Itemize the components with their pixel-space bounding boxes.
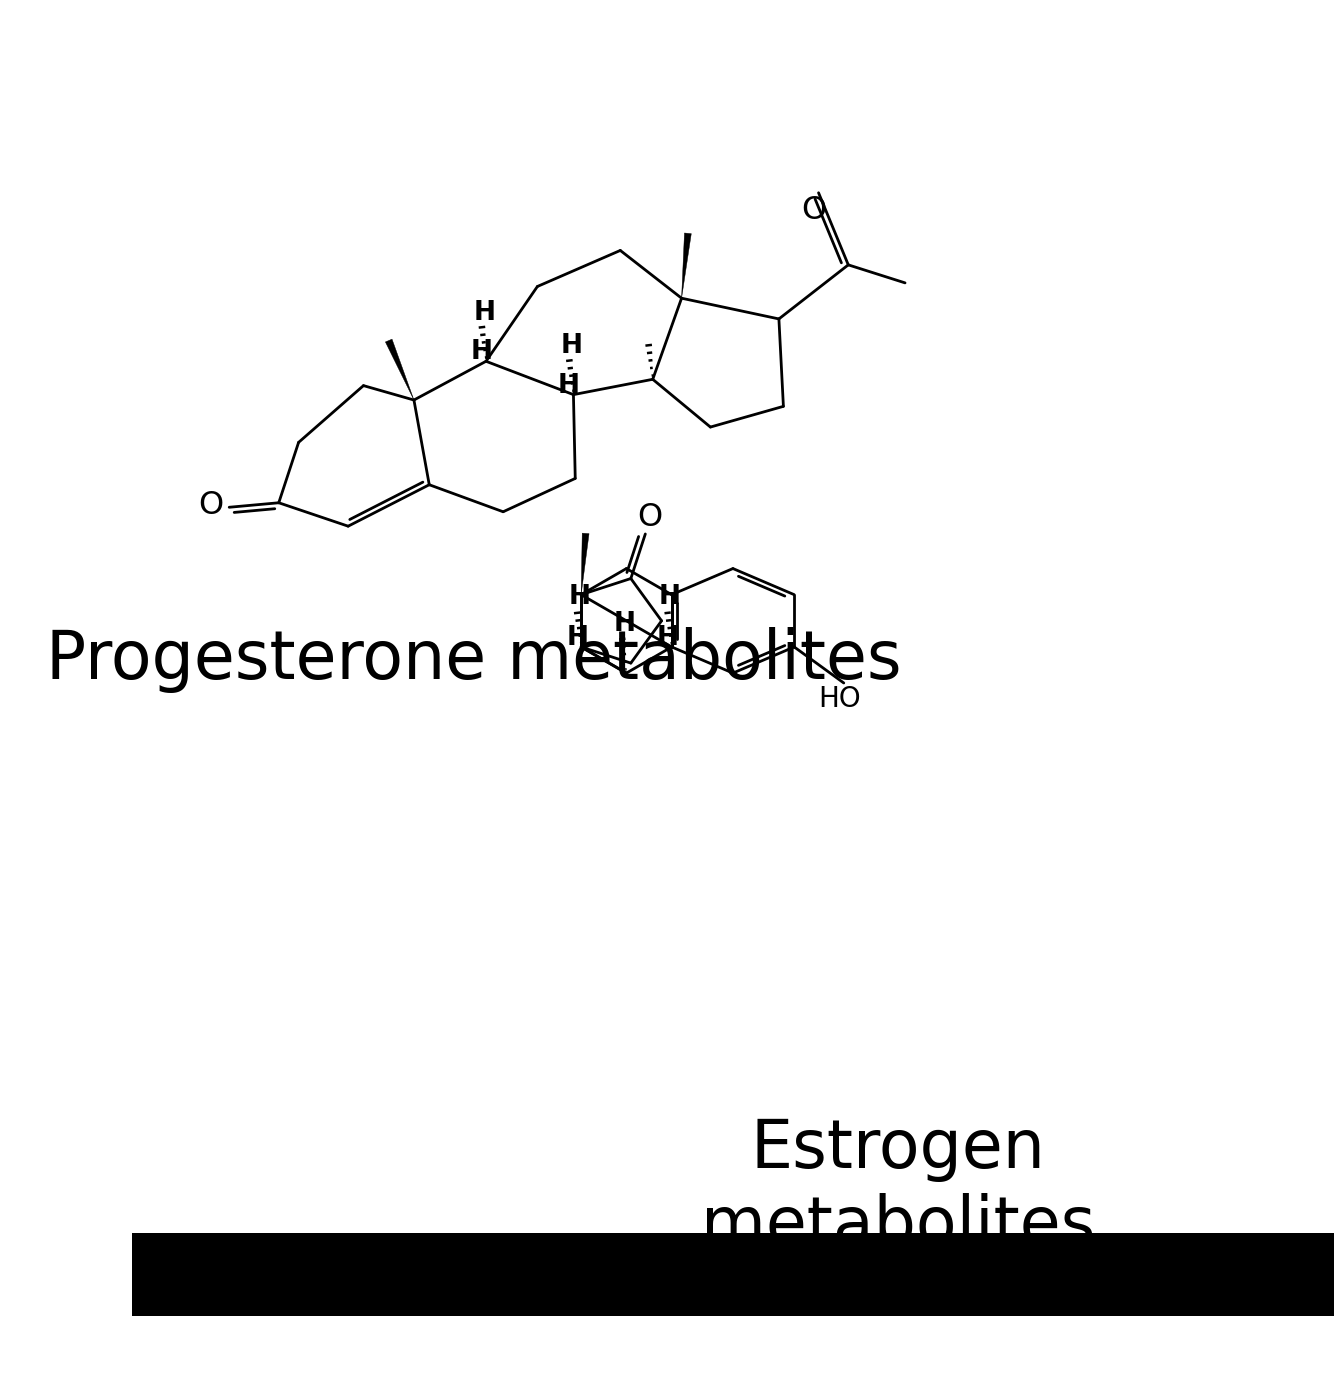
Text: Estrogen
metabolites: Estrogen metabolites bbox=[700, 1117, 1095, 1259]
Text: H: H bbox=[659, 584, 680, 610]
Text: H: H bbox=[474, 299, 495, 325]
Text: H: H bbox=[658, 626, 679, 650]
Text: H: H bbox=[567, 626, 588, 650]
Text: O: O bbox=[638, 502, 663, 533]
Polygon shape bbox=[386, 339, 414, 400]
Text: O: O bbox=[802, 195, 827, 227]
Polygon shape bbox=[582, 533, 590, 595]
Text: H: H bbox=[558, 372, 580, 399]
Text: H: H bbox=[614, 610, 635, 637]
Bar bbox=[132, 1233, 1334, 1316]
Text: HO: HO bbox=[818, 685, 860, 713]
Text: H: H bbox=[568, 584, 591, 610]
Text: O: O bbox=[199, 490, 224, 520]
Text: Progesterone metabolites: Progesterone metabolites bbox=[47, 627, 902, 692]
Text: H: H bbox=[471, 339, 492, 365]
Text: H: H bbox=[560, 334, 583, 358]
Polygon shape bbox=[682, 233, 691, 298]
